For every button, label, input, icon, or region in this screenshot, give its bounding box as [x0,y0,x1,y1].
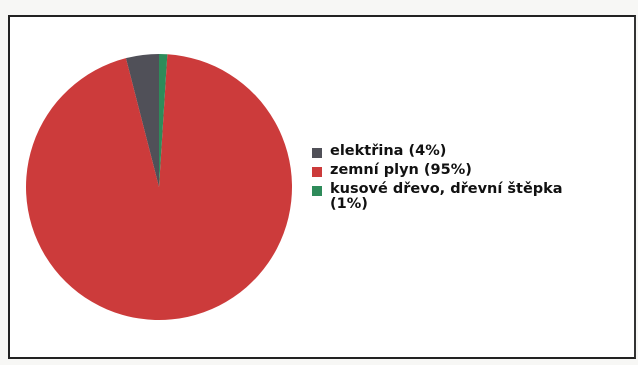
legend-swatch-zemni-plyn [312,167,322,177]
pie-slices [26,53,293,320]
legend-label-drevo: kusové dřevo, dřevní štěpka (1%) [330,181,563,212]
slice-zemni-plyn [26,54,293,320]
legend-item-zemni-plyn: zemní plyn (95%) [312,163,612,178]
legend-label-elektrina: elektřina (4%) [330,143,447,159]
slice-drevo [159,53,168,187]
legend-label-zemni-plyn: zemní plyn (95%) [330,162,472,178]
legend: elektřina (4%) zemní plyn (95%) kusové d… [312,144,612,216]
legend-swatch-elektrina [312,148,322,158]
legend-item-drevo: kusové dřevo, dřevní štěpka (1%) [312,182,612,212]
slice-elektrina [125,54,159,187]
legend-swatch-drevo [312,186,322,196]
legend-item-elektrina: elektřina (4%) [312,144,612,159]
